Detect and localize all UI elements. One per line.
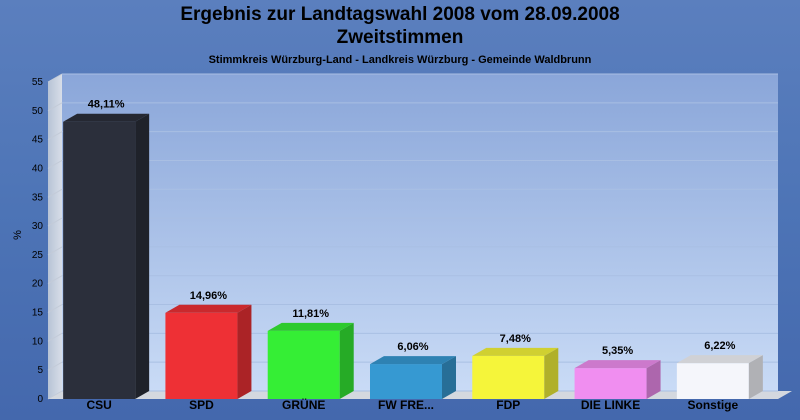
bar-front xyxy=(676,363,749,399)
x-tick-label: CSU xyxy=(86,398,111,412)
bar-top xyxy=(267,322,354,331)
bar-front xyxy=(574,368,647,399)
y-tick-label: 30 xyxy=(32,221,44,232)
y-tick-label: 20 xyxy=(32,279,44,290)
bar-front xyxy=(165,312,238,399)
data-label: 14,96% xyxy=(190,290,228,302)
bar-front xyxy=(472,355,545,399)
bar-front xyxy=(370,364,442,399)
y-tick-label: 45 xyxy=(32,135,44,146)
bar-side xyxy=(442,356,456,399)
bar-top xyxy=(574,360,661,369)
data-label: 6,22% xyxy=(704,340,735,352)
x-tick-label: FW FRE... xyxy=(378,398,434,412)
data-label: 7,48% xyxy=(500,333,531,345)
gridline-side xyxy=(47,188,63,198)
gridline-side xyxy=(47,390,63,400)
gridline-side xyxy=(47,102,63,112)
gridline-side xyxy=(47,160,63,169)
x-tick-label: FDP xyxy=(496,398,520,412)
bar-top xyxy=(472,347,559,356)
y-tick-label: 50 xyxy=(32,106,44,117)
bar-side xyxy=(237,304,252,399)
gridline-side xyxy=(47,131,63,141)
bar-fw-fre-: 6,06% xyxy=(370,341,456,399)
data-label: 6,06% xyxy=(397,341,428,353)
plot-left-wall xyxy=(48,74,62,399)
bar-front xyxy=(63,121,136,399)
chart-subtitle-location: Stimmkreis Würzburg-Land - Landkreis Wür… xyxy=(208,54,592,66)
chart-title: Ergebnis zur Landtagswahl 2008 vom 28.09… xyxy=(180,4,620,25)
gridline-side xyxy=(47,73,63,83)
y-tick-label: 25 xyxy=(32,250,44,261)
x-tick-label: GRÜNE xyxy=(282,397,325,412)
y-tick-label: 15 xyxy=(32,308,44,319)
bar-fdp: 7,48% xyxy=(472,333,559,399)
bar-side xyxy=(339,322,354,399)
data-label: 48,11% xyxy=(88,99,125,111)
y-tick-label: 10 xyxy=(32,336,44,347)
data-label: 5,35% xyxy=(602,345,633,357)
data-label: 11,81% xyxy=(292,308,329,320)
bar-spd: 14,96% xyxy=(165,290,252,399)
bar-front xyxy=(267,330,340,399)
gridline-side xyxy=(47,304,63,313)
bar-side xyxy=(646,360,661,399)
gridline-side xyxy=(47,275,63,285)
bar-side xyxy=(544,347,559,399)
bar-side xyxy=(135,113,150,399)
bar-gr-ne: 11,81% xyxy=(267,308,354,399)
bar-top xyxy=(165,304,252,313)
gridline-side xyxy=(47,217,63,227)
y-axis-label: % xyxy=(12,230,24,240)
x-tick-label: SPD xyxy=(189,398,214,412)
gridline-side xyxy=(47,361,63,371)
gridline-side xyxy=(47,246,63,256)
x-tick-label: DIE LINKE xyxy=(581,398,640,412)
y-tick-label: 35 xyxy=(32,192,44,203)
chart-subtitle: Zweitstimmen xyxy=(336,27,464,48)
y-tick-label: 40 xyxy=(32,163,44,174)
y-tick-label: 55 xyxy=(32,77,44,88)
x-tick-label: Sonstige xyxy=(688,398,739,412)
bar-die-linke: 5,35% xyxy=(574,345,661,399)
bar-top xyxy=(676,355,763,364)
bar-sonstige: 6,22% xyxy=(676,340,763,399)
bar-top xyxy=(370,356,456,365)
bar-side xyxy=(748,355,763,399)
y-tick-label: 5 xyxy=(37,365,43,376)
bar-csu: 48,11% xyxy=(63,99,150,399)
bar-top xyxy=(63,113,150,122)
gridline-side xyxy=(47,332,63,342)
y-tick-label: 0 xyxy=(37,394,43,405)
